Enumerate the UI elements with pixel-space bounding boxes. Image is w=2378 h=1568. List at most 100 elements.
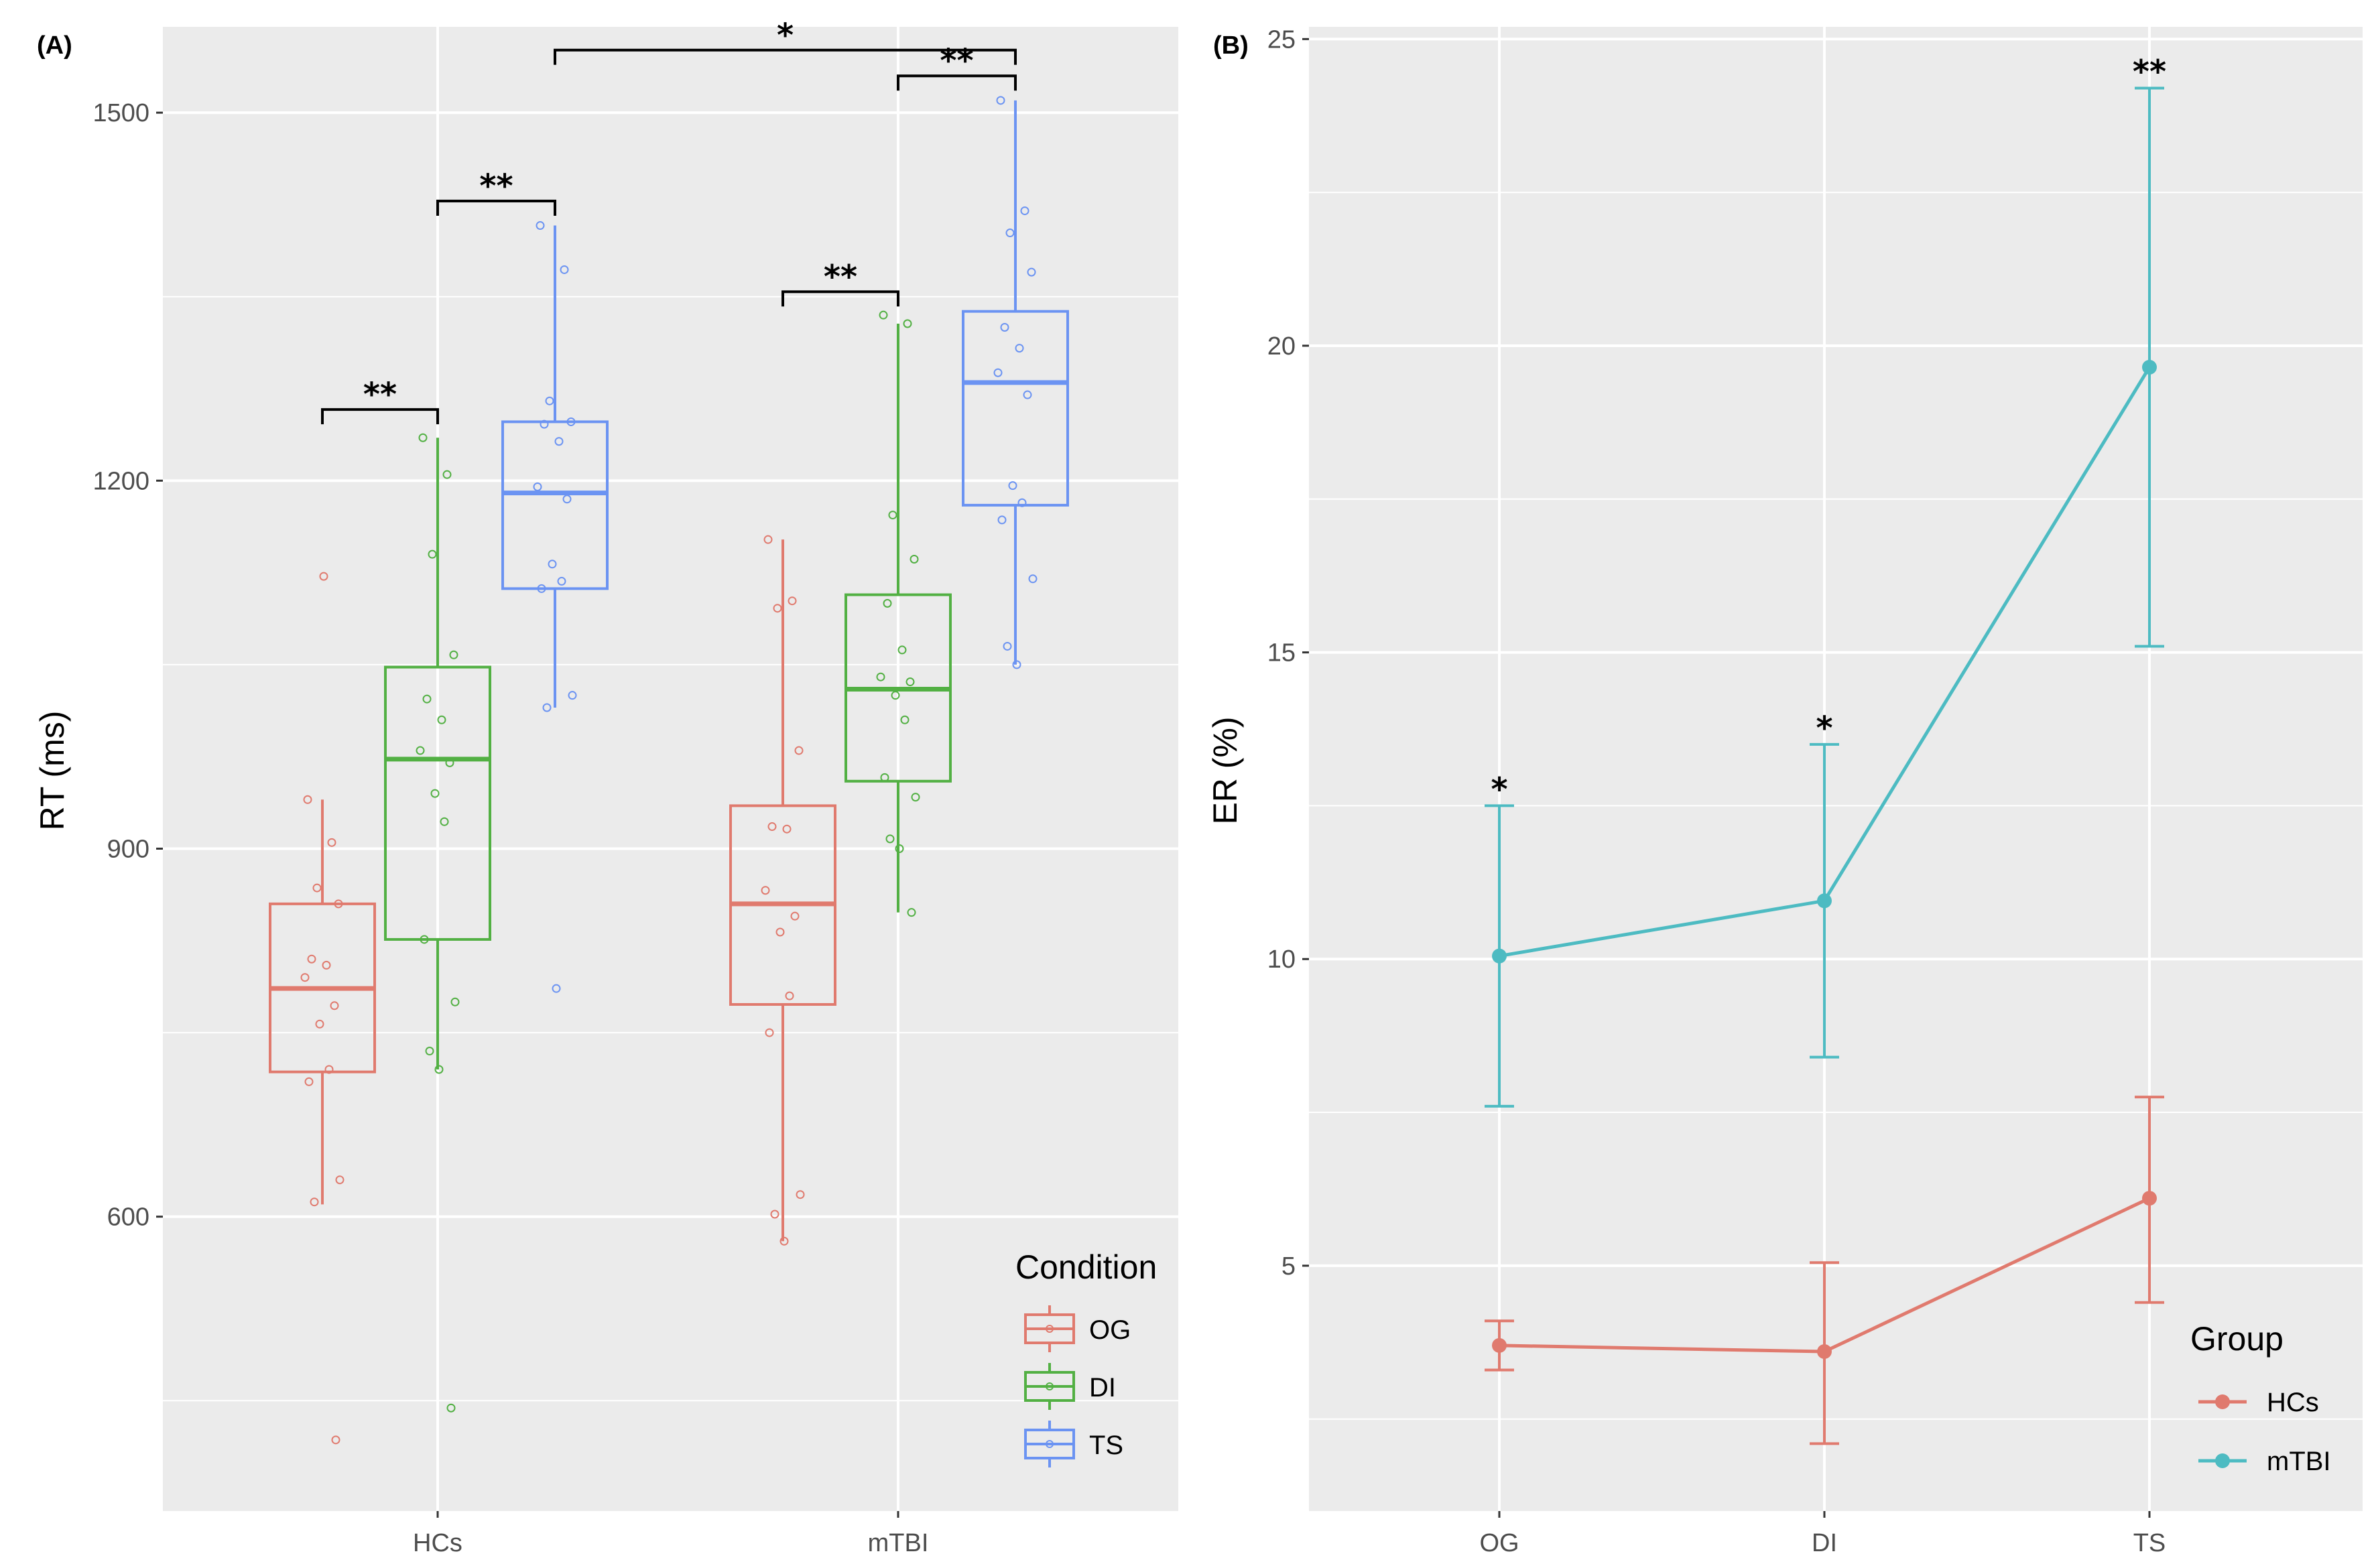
data-point [562, 495, 572, 504]
data-point [770, 1210, 779, 1219]
data-point [773, 604, 782, 613]
data-point [548, 560, 557, 569]
panel-b-lines [1485, 86, 2164, 1445]
y-tick-label: 900 [107, 835, 149, 863]
panel-a-boxplots [269, 96, 1069, 1445]
data-point [566, 417, 576, 426]
panel-a-label: (A) [37, 31, 72, 60]
legend-entry-di: DI [1024, 1363, 1116, 1410]
y-tick-label: 20 [1267, 332, 1296, 361]
bracket-line [436, 199, 556, 216]
significance-bracket: ** [436, 168, 556, 216]
data-point [1492, 948, 1507, 964]
y-tick-label: 10 [1267, 945, 1296, 974]
boxplot-hcs-og [269, 572, 376, 1445]
legend-label: HCs [2267, 1388, 2319, 1417]
significance-label: ** [363, 376, 397, 413]
data-point [440, 817, 449, 826]
data-point [542, 703, 552, 712]
significance-label: * [1491, 771, 1507, 808]
data-point [449, 650, 458, 659]
data-point [910, 554, 919, 564]
data-point [2142, 359, 2157, 375]
data-point [993, 368, 1003, 377]
data-point [1817, 1344, 1832, 1360]
data-point [568, 691, 577, 700]
series-mtbi [1485, 86, 2164, 1108]
data-point [437, 715, 446, 724]
y-tick-label: 5 [1281, 1252, 1296, 1281]
panel-b-background [1309, 27, 2363, 1511]
data-point [310, 1197, 319, 1207]
legend-key-point [2215, 1394, 2230, 1409]
significance-bracket: ** [897, 42, 1017, 91]
data-point [554, 437, 564, 446]
data-point [420, 935, 429, 944]
y-tick-label: 600 [107, 1203, 149, 1232]
data-point [1005, 228, 1015, 238]
y-tick-label: 15 [1267, 639, 1296, 667]
data-point [1008, 481, 1017, 491]
legend-key-point [1046, 1382, 1054, 1390]
data-point [996, 96, 1005, 105]
data-point [1817, 893, 1832, 909]
data-point [907, 908, 916, 917]
boxplot-mtbi-di [844, 310, 952, 917]
x-tick-label: DI [1812, 1529, 1837, 1557]
panel-b-significance: **** [1491, 54, 2166, 809]
series-hcs [1485, 1096, 2164, 1445]
data-point [335, 1175, 345, 1185]
panel-a-gridlines [163, 27, 1178, 1511]
data-point [1023, 390, 1032, 399]
data-point [911, 793, 920, 802]
data-point [775, 927, 785, 937]
data-point [888, 511, 897, 520]
data-point [767, 822, 777, 832]
data-point [324, 1065, 334, 1074]
box [384, 665, 491, 941]
data-point [790, 911, 800, 921]
data-point [536, 221, 545, 231]
significance-label: * [1816, 710, 1832, 747]
data-point [446, 1403, 456, 1413]
boxplot-mtbi-ts [962, 96, 1069, 669]
boxplot-hcs-ts [501, 221, 609, 993]
significance-label: ** [2133, 54, 2166, 91]
data-point [330, 1001, 339, 1010]
legend-key-point [1046, 1325, 1054, 1333]
panel-a-y-axis-title: RT (ms) [34, 711, 71, 831]
data-point [883, 598, 892, 608]
bracket-line [321, 408, 439, 425]
data-point [315, 1019, 324, 1029]
data-point [552, 984, 561, 993]
data-point [903, 319, 912, 328]
data-point [425, 1047, 434, 1056]
data-point [796, 1190, 805, 1199]
y-tick-label: 25 [1267, 25, 1296, 54]
data-point [450, 997, 460, 1006]
data-point [2142, 1191, 2157, 1206]
significance-bracket: ** [781, 258, 899, 307]
data-point [422, 694, 432, 704]
data-point [897, 645, 907, 655]
data-point [312, 883, 322, 893]
data-point [1020, 206, 1029, 216]
data-point [331, 1435, 340, 1445]
bracket-line [897, 74, 1017, 91]
legend-title: Group [2190, 1320, 2283, 1358]
legend-title: Condition [1015, 1248, 1157, 1286]
significance-label: * [777, 17, 794, 54]
significance-label: ** [824, 258, 857, 296]
panel-b-label: (B) [1213, 31, 1249, 60]
data-point [327, 838, 336, 847]
data-point [300, 973, 310, 982]
data-point [765, 1028, 774, 1037]
y-tick-label: 1500 [92, 99, 149, 127]
data-point [1492, 1337, 1507, 1353]
legend-label: TS [1089, 1431, 1123, 1460]
data-point [761, 886, 770, 895]
bracket-line [554, 48, 1017, 65]
data-point [895, 844, 904, 853]
y-tick-label: 1200 [92, 467, 149, 495]
legend-label: mTBI [2267, 1447, 2331, 1476]
